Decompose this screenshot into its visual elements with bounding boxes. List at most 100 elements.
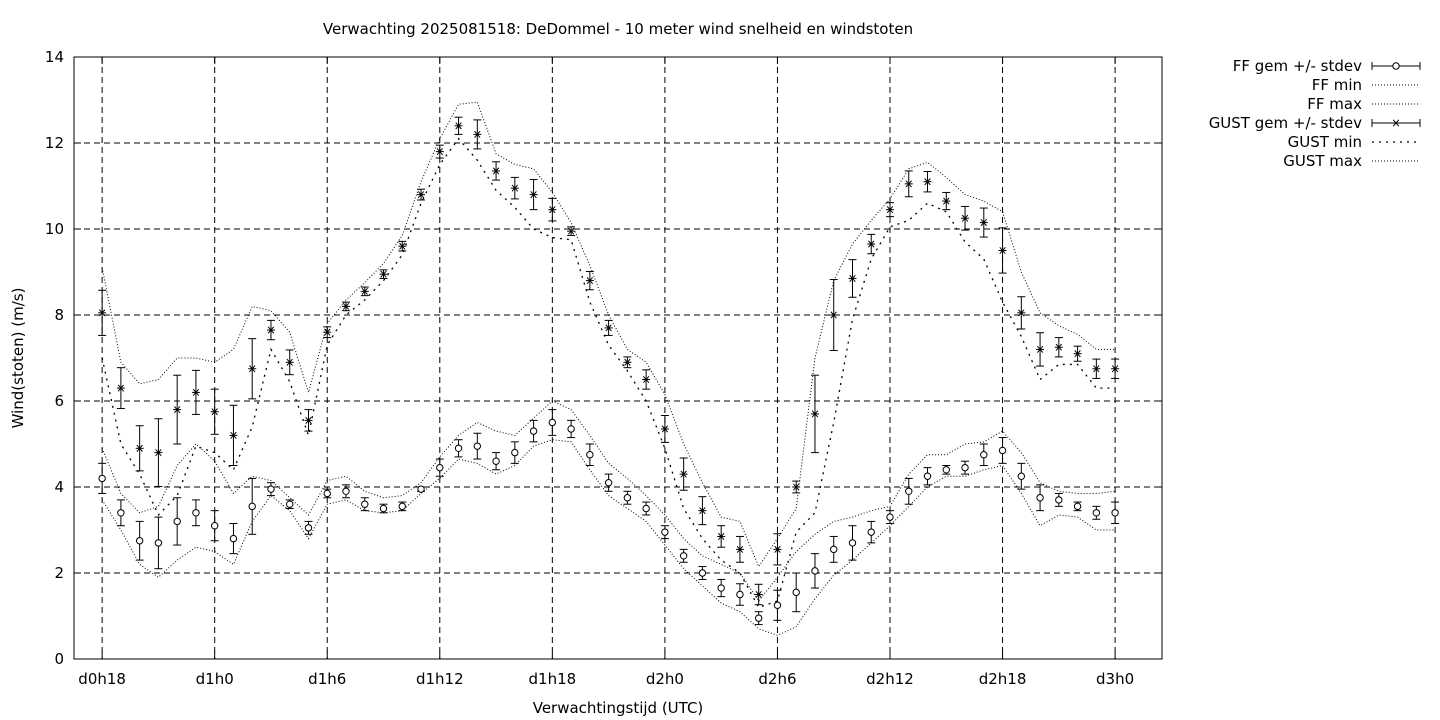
gust-point [623, 358, 632, 366]
ff-point [98, 474, 106, 483]
ff-point [792, 588, 800, 597]
x-tick-label: d2h12 [866, 670, 914, 688]
ff-point [998, 446, 1007, 455]
ff-point [135, 537, 144, 545]
ff-point [304, 524, 313, 532]
gust-point [285, 358, 294, 366]
gust-point [979, 219, 988, 227]
gust-point [379, 270, 388, 278]
gust-point [191, 388, 200, 396]
gust-point [529, 191, 538, 199]
gust-point [1036, 345, 1045, 353]
gust-point [492, 167, 501, 175]
ff-point [248, 502, 256, 511]
ff-point [754, 614, 763, 622]
x-tick-label: d2h0 [646, 670, 684, 688]
ff-point [154, 539, 163, 547]
ff-point [1055, 496, 1063, 504]
gust-point [867, 240, 876, 248]
x-axis-ticks: d0h18 d1h0 d1h6 d1h12 d1h18 d2h0 d2h6 d2h12 d2h1… [78, 57, 1134, 688]
x-tick-label: d1h6 [308, 670, 346, 688]
legend-label: GUST max [1283, 152, 1362, 170]
ff-point [679, 552, 688, 560]
gust-point [1017, 309, 1026, 317]
ff-point [586, 451, 594, 459]
gust-point [1092, 365, 1101, 373]
ff-point [848, 539, 857, 547]
y-tick-label: 14 [45, 48, 64, 66]
ff-point [1017, 472, 1026, 480]
gust-point [116, 384, 125, 392]
gust-point [642, 375, 651, 384]
ff-point [961, 463, 969, 472]
ff-point [623, 494, 632, 502]
series-line-2 [101, 400, 1116, 602]
gust-point [1054, 343, 1063, 351]
gust-point [323, 328, 332, 336]
gust-point [98, 309, 107, 317]
ff-point [717, 584, 725, 592]
x-tick-label: d0h18 [78, 670, 126, 688]
grid [74, 57, 1162, 659]
ff-point [811, 567, 819, 575]
ff-point [210, 522, 219, 530]
gust-point [848, 274, 857, 282]
legend-label: FF max [1307, 95, 1362, 113]
y-axis-ticks: 0 2 4 6 8 10 12 14 [45, 48, 1162, 668]
ff-point [1036, 494, 1044, 502]
gust-point [754, 590, 763, 599]
ff-point [942, 466, 950, 474]
gust-point [304, 416, 313, 424]
plot-frame [73, 56, 1163, 660]
series-line-4 [101, 137, 1116, 609]
gust-point [229, 431, 238, 439]
legend-label: GUST min [1288, 133, 1362, 151]
ff-point [473, 442, 482, 450]
gust-point [604, 324, 613, 332]
ff-point [361, 500, 369, 508]
ff-point [567, 425, 575, 433]
gust-point [417, 191, 426, 199]
legend-label: FF min [1312, 76, 1362, 94]
gust-point [698, 507, 707, 515]
y-tick-label: 10 [45, 220, 64, 238]
ff-point [923, 472, 932, 480]
gust-point [886, 206, 894, 214]
y-axis-title: Wind(stoten) (m/s) [9, 288, 27, 429]
ff-point [604, 479, 613, 487]
ff-point [117, 509, 125, 517]
y-tick-label: 2 [54, 564, 64, 582]
y-tick-label: 12 [45, 134, 64, 152]
ff-point [661, 528, 669, 536]
gust-point [735, 545, 744, 553]
gust-point [773, 545, 782, 553]
x-tick-label: d3h0 [1096, 670, 1134, 688]
ff-point [379, 504, 388, 513]
ff-point [417, 485, 425, 493]
gust-point [398, 242, 407, 250]
gust-point [210, 408, 219, 416]
ff-point [511, 448, 519, 457]
ff-point [267, 485, 275, 493]
gust-point [360, 287, 369, 295]
y-tick-label: 8 [54, 306, 64, 324]
gust-point [792, 483, 801, 491]
x-tick-label: d2h6 [758, 670, 796, 688]
gust-point [435, 148, 444, 156]
x-axis-title: Verwachtingstijd (UTC) [533, 699, 704, 717]
x-tick-label: d1h12 [416, 670, 464, 688]
gust-point [717, 532, 726, 540]
gust-point [660, 425, 669, 433]
legend-star-marker [1392, 119, 1400, 127]
gust-point [135, 444, 144, 452]
y-tick-label: 6 [54, 392, 64, 410]
legend-label: GUST gem +/- stdev [1209, 114, 1362, 132]
series-line-1 [101, 439, 1116, 636]
ff-point [905, 487, 913, 495]
ff-point [886, 513, 894, 521]
gust-point [510, 184, 519, 192]
ff-point [867, 528, 875, 536]
ff-point [192, 509, 200, 517]
